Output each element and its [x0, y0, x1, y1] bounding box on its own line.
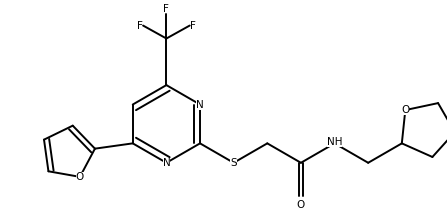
Text: N: N — [163, 158, 170, 168]
Text: O: O — [297, 200, 305, 210]
Text: O: O — [401, 105, 409, 115]
Text: F: F — [164, 4, 169, 14]
Text: F: F — [190, 21, 196, 31]
Text: F: F — [137, 21, 143, 31]
Text: O: O — [76, 172, 84, 182]
Text: NH: NH — [327, 137, 342, 147]
Text: S: S — [230, 158, 237, 168]
Text: N: N — [196, 99, 204, 109]
